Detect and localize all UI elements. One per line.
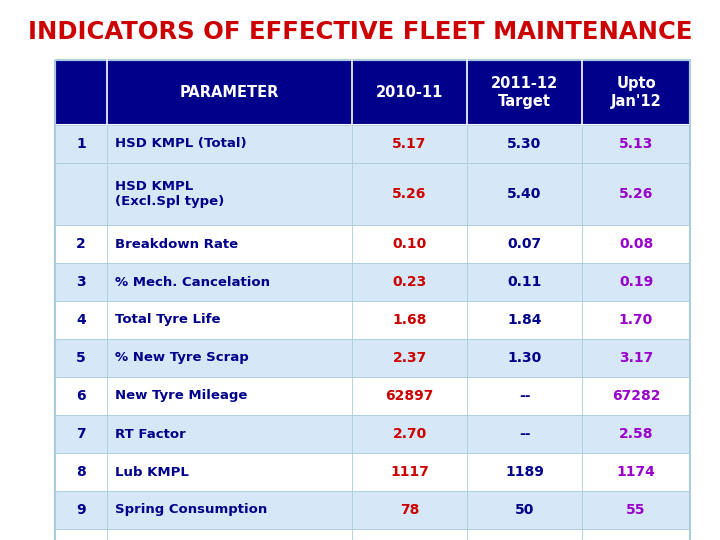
Bar xyxy=(55,339,690,377)
Text: 2.70: 2.70 xyxy=(392,427,427,441)
Text: 1.84: 1.84 xyxy=(508,313,541,327)
Text: 9: 9 xyxy=(76,503,86,517)
Text: 3.17: 3.17 xyxy=(619,351,653,365)
Text: 5: 5 xyxy=(76,351,86,365)
Bar xyxy=(55,453,690,491)
Text: 5.40: 5.40 xyxy=(508,187,541,201)
Text: 2.58: 2.58 xyxy=(618,427,653,441)
Text: 0.08: 0.08 xyxy=(619,237,653,251)
Text: 2.37: 2.37 xyxy=(392,351,427,365)
Text: 5.13: 5.13 xyxy=(618,137,653,151)
Text: --: -- xyxy=(518,427,530,441)
Text: 1.68: 1.68 xyxy=(392,313,427,327)
Text: --: -- xyxy=(518,389,530,403)
Bar xyxy=(55,60,690,125)
Text: Breakdown Rate: Breakdown Rate xyxy=(115,238,238,251)
Bar xyxy=(55,163,690,225)
Text: Upto
Jan'12: Upto Jan'12 xyxy=(611,76,662,109)
Text: 62897: 62897 xyxy=(385,389,433,403)
Text: 0.23: 0.23 xyxy=(392,275,427,289)
Text: 1117: 1117 xyxy=(390,465,429,479)
Text: Lub KMPL: Lub KMPL xyxy=(115,465,189,478)
Text: 2: 2 xyxy=(76,237,86,251)
Text: 5.26: 5.26 xyxy=(618,187,653,201)
Bar xyxy=(55,60,690,540)
Bar xyxy=(55,125,690,163)
Text: 55: 55 xyxy=(626,503,646,517)
Text: 8: 8 xyxy=(76,465,86,479)
Text: 5.30: 5.30 xyxy=(508,137,541,151)
Text: 0.11: 0.11 xyxy=(508,275,541,289)
Text: 5.26: 5.26 xyxy=(392,187,427,201)
Bar xyxy=(55,491,690,529)
Text: 1.30: 1.30 xyxy=(508,351,541,365)
Bar xyxy=(55,415,690,453)
Text: HSD KMPL
(Excl.Spl type): HSD KMPL (Excl.Spl type) xyxy=(115,180,224,208)
Text: PARAMETER: PARAMETER xyxy=(180,85,279,100)
Text: HSD KMPL (Total): HSD KMPL (Total) xyxy=(115,138,247,151)
Text: 1: 1 xyxy=(76,137,86,151)
Text: 0.10: 0.10 xyxy=(392,237,427,251)
Text: 1.70: 1.70 xyxy=(619,313,653,327)
Text: 67282: 67282 xyxy=(612,389,660,403)
Text: RT Factor: RT Factor xyxy=(115,428,186,441)
Text: 6: 6 xyxy=(76,389,86,403)
Text: 4: 4 xyxy=(76,313,86,327)
Text: 7: 7 xyxy=(76,427,86,441)
Bar xyxy=(55,301,690,339)
Text: 0.19: 0.19 xyxy=(619,275,653,289)
Text: 1189: 1189 xyxy=(505,465,544,479)
Text: Spring Consumption: Spring Consumption xyxy=(115,503,267,516)
Text: 2011-12
Target: 2011-12 Target xyxy=(491,76,558,109)
Text: 78: 78 xyxy=(400,503,419,517)
Text: INDICATORS OF EFFECTIVE FLEET MAINTENANCE: INDICATORS OF EFFECTIVE FLEET MAINTENANC… xyxy=(28,20,692,44)
Text: 1174: 1174 xyxy=(616,465,655,479)
Text: % New Tyre Scrap: % New Tyre Scrap xyxy=(115,352,248,365)
Text: Total Tyre Life: Total Tyre Life xyxy=(115,314,220,327)
Text: 0.07: 0.07 xyxy=(508,237,541,251)
Bar xyxy=(55,529,690,540)
Text: 5.17: 5.17 xyxy=(392,137,427,151)
Text: 3: 3 xyxy=(76,275,86,289)
Bar xyxy=(55,225,690,263)
Text: 2010-11: 2010-11 xyxy=(376,85,444,100)
Text: 50: 50 xyxy=(515,503,534,517)
Text: New Tyre Mileage: New Tyre Mileage xyxy=(115,389,248,402)
Bar xyxy=(55,263,690,301)
Bar xyxy=(55,377,690,415)
Text: % Mech. Cancelation: % Mech. Cancelation xyxy=(115,275,270,288)
